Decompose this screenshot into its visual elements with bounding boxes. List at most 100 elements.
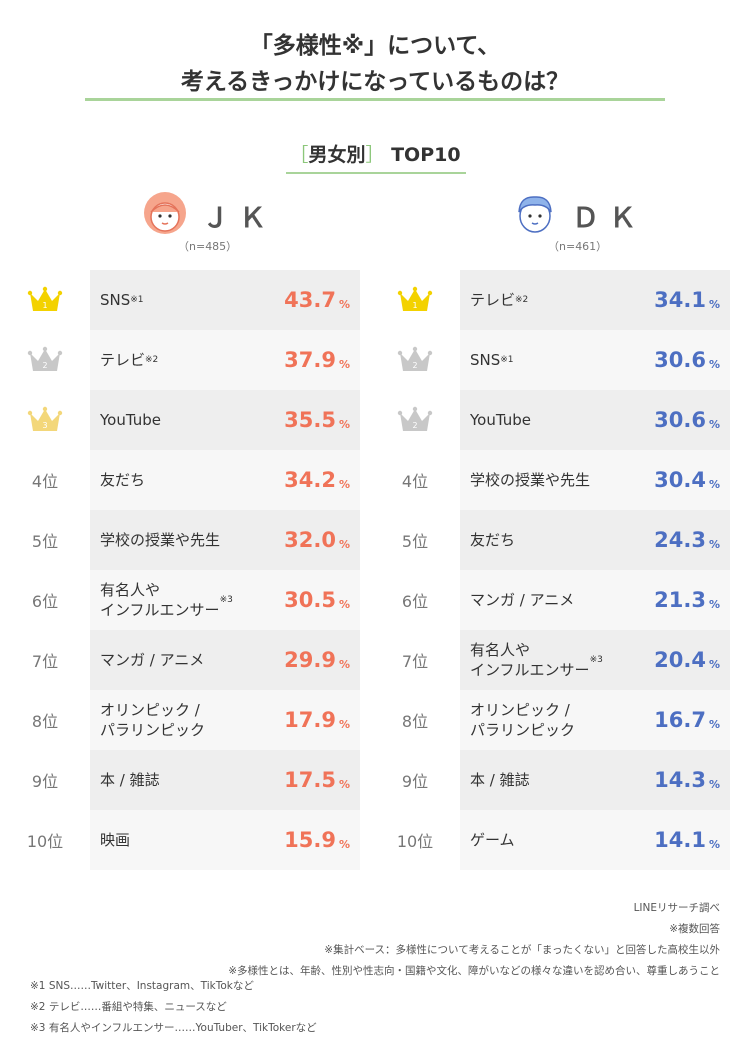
table-row: 4位 友だち 34.2% xyxy=(10,450,360,510)
item-label: 本 / 雑誌 xyxy=(470,771,530,789)
rank-cell: 6位 xyxy=(31,592,59,611)
value-number: 43.7 xyxy=(284,288,336,312)
bracket-open: ［ xyxy=(289,144,309,166)
item-value: 17.9% xyxy=(284,690,350,750)
item-label: ゲーム xyxy=(470,831,515,849)
item-cell: 有名人や インフルエンサー ※3 20.4% xyxy=(460,630,730,690)
rank-cell: 4位 xyxy=(401,472,429,491)
value-number: 35.5 xyxy=(284,408,336,432)
item-value: 30.6% xyxy=(654,390,720,450)
rank-cell: 9位 xyxy=(401,772,429,791)
item-label: 学校の授業や先生 xyxy=(470,471,591,489)
item-value: 37.9% xyxy=(284,330,350,390)
rank-cell: 3 xyxy=(10,390,80,450)
value-number: 30.6 xyxy=(654,408,706,432)
value-unit: % xyxy=(338,657,350,671)
item-value: 29.9% xyxy=(284,630,350,690)
table-row: 4位 学校の授業や先生 30.4% xyxy=(380,450,730,510)
rank-cell: 2 xyxy=(380,390,450,450)
crown-rank-number: 2 xyxy=(412,361,417,370)
table-row: 10位 ゲーム 14.1% xyxy=(380,810,730,870)
item-label: 映画 xyxy=(100,831,131,849)
value-unit: % xyxy=(708,597,720,611)
table-row: 3 YouTube 35.5% xyxy=(10,390,360,450)
item-cell: オリンピック / パラリンピック 16.7% xyxy=(460,690,730,750)
item-value: 21.3% xyxy=(654,570,720,630)
item-value: 20.4% xyxy=(654,630,720,690)
note-multiple: ※複数回答 xyxy=(669,923,720,935)
rank-cell: 7位 xyxy=(31,652,59,671)
value-number: 24.3 xyxy=(654,528,706,552)
item-label: マンガ / アニメ xyxy=(100,651,205,669)
item-label: 学校の授業や先生 xyxy=(100,531,221,549)
value-number: 34.2 xyxy=(284,468,336,492)
item-label: 有名人や インフルエンサー ※3 xyxy=(100,581,233,619)
value-unit: % xyxy=(708,777,720,791)
value-number: 30.5 xyxy=(284,588,336,612)
item-cell: 有名人や インフルエンサー ※3 30.5% xyxy=(90,570,360,630)
value-number: 30.4 xyxy=(654,468,706,492)
item-label: YouTube xyxy=(470,411,531,429)
item-value: 30.5% xyxy=(284,570,350,630)
table-row: 7位 有名人や インフルエンサー ※3 20.4% xyxy=(380,630,730,690)
item-label: SNS ※1 xyxy=(470,351,514,369)
dk-label: ＤＫ xyxy=(572,203,646,234)
rank-cell: 5位 xyxy=(401,532,429,551)
table-row: 1 SNS ※1 43.7% xyxy=(10,270,360,330)
item-value: 15.9% xyxy=(284,810,350,870)
item-label: 友だち xyxy=(100,471,146,489)
crown-icon: 2 xyxy=(27,346,63,371)
item-cell: 映画 15.9% xyxy=(90,810,360,870)
value-unit: % xyxy=(708,357,720,371)
subtitle-top: TOP10 xyxy=(391,144,461,166)
jk-sample-size: （n=485） xyxy=(178,240,238,253)
item-value: 35.5% xyxy=(284,390,350,450)
item-value: 14.1% xyxy=(654,810,720,870)
girl-avatar-icon xyxy=(144,192,186,234)
value-unit: % xyxy=(708,297,720,311)
footnote-mark: ※3 xyxy=(589,655,603,665)
value-number: 37.9 xyxy=(284,348,336,372)
item-cell: 本 / 雑誌 17.5% xyxy=(90,750,360,810)
value-number: 16.7 xyxy=(654,708,706,732)
rank-cell: 9位 xyxy=(31,772,59,791)
footnote-3: ※3 有名人やインフルエンサー……YouTuber、TikTokerなど xyxy=(30,1022,317,1034)
dk-header: ＤＫ （n=461） xyxy=(510,190,710,260)
rank-cell: 1 xyxy=(380,270,450,330)
value-number: 34.1 xyxy=(654,288,706,312)
footnote-mark: ※2 xyxy=(515,295,529,305)
value-number: 15.9 xyxy=(284,828,336,852)
dk-sample-size: （n=461） xyxy=(548,240,608,253)
value-number: 14.3 xyxy=(654,768,706,792)
value-unit: % xyxy=(338,477,350,491)
value-unit: % xyxy=(338,597,350,611)
footnote-mark: ※1 xyxy=(130,295,144,305)
boy-avatar-icon xyxy=(518,196,552,233)
item-cell: SNS ※1 30.6% xyxy=(460,330,730,390)
table-row: 9位 本 / 雑誌 14.3% xyxy=(380,750,730,810)
table-row: 6位 有名人や インフルエンサー ※3 30.5% xyxy=(10,570,360,630)
table-row: 8位 オリンピック / パラリンピック 16.7% xyxy=(380,690,730,750)
rank-cell: 5位 xyxy=(31,532,59,551)
item-label: YouTube xyxy=(100,411,161,429)
item-value: 30.6% xyxy=(654,330,720,390)
item-cell: YouTube 30.6% xyxy=(460,390,730,450)
value-unit: % xyxy=(338,777,350,791)
section-subtitle: ［男女別］ TOP10 xyxy=(0,140,750,167)
value-number: 29.9 xyxy=(284,648,336,672)
item-value: 43.7% xyxy=(284,270,350,330)
rank-cell: 4位 xyxy=(31,472,59,491)
footnote-mark: ※3 xyxy=(219,595,233,605)
item-cell: テレビ ※2 34.1% xyxy=(460,270,730,330)
value-unit: % xyxy=(708,657,720,671)
value-unit: % xyxy=(708,417,720,431)
note-base: ※集計ベース：多様性について考えることが「まったくない」と回答した高校生以外 xyxy=(324,944,720,956)
value-number: 17.9 xyxy=(284,708,336,732)
item-label: 本 / 雑誌 xyxy=(100,771,160,789)
jk-label: ＪＫ xyxy=(202,203,276,234)
item-value: 34.2% xyxy=(284,450,350,510)
crown-icon: 2 xyxy=(397,406,433,431)
item-label: テレビ ※2 xyxy=(100,351,159,369)
table-row: 8位 オリンピック / パラリンピック 17.9% xyxy=(10,690,360,750)
value-number: 32.0 xyxy=(284,528,336,552)
